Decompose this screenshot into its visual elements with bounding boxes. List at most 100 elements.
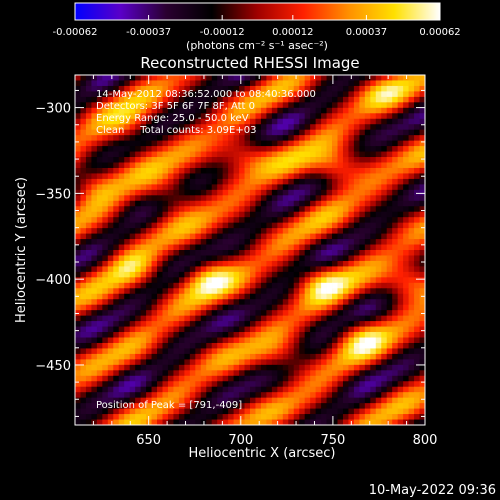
heatmap-cell: [364, 321, 371, 327]
heatmap-cell: [189, 195, 196, 202]
heatmap-cell: [304, 277, 311, 284]
heatmap-cell: [255, 266, 262, 273]
heatmap-cell: [244, 146, 251, 152]
heatmap-cell: [337, 255, 344, 262]
heatmap-cell: [419, 244, 426, 251]
heatmap-cell: [118, 173, 125, 180]
heatmap-cell: [386, 271, 393, 278]
heatmap-cell: [288, 178, 295, 185]
heatmap-cell: [299, 271, 306, 278]
heatmap-cell: [173, 288, 180, 295]
heatmap-cell: [244, 157, 251, 163]
heatmap-cell: [255, 222, 262, 229]
heatmap-cell: [288, 189, 295, 196]
heatmap-cell: [102, 288, 109, 295]
heatmap-cell: [288, 386, 295, 393]
heatmap-cell: [392, 250, 399, 256]
heatmap-cell: [321, 129, 327, 136]
heatmap-cell: [222, 408, 229, 415]
heatmap-cell: [392, 408, 399, 415]
heatmap-cell: [332, 414, 338, 420]
heatmap-cell: [375, 239, 382, 245]
heatmap-cell: [392, 414, 399, 420]
heatmap-cell: [146, 91, 152, 98]
heatmap-cell: [408, 80, 415, 87]
heatmap-cell: [332, 337, 338, 344]
heatmap-cell: [293, 255, 300, 262]
colorbar-tick-label: -0.00037: [126, 27, 171, 38]
heatmap-cell: [282, 184, 289, 191]
heatmap-cell: [397, 348, 404, 355]
heatmap-cell: [260, 157, 267, 163]
heatmap-cell: [414, 348, 420, 355]
heatmap-cell: [342, 381, 349, 388]
heatmap-cell: [304, 157, 311, 163]
heatmap-cell: [184, 146, 191, 152]
heatmap-cell: [200, 206, 207, 213]
heatmap-cell: [184, 353, 191, 360]
heatmap-cell: [348, 386, 355, 393]
heatmap-cell: [96, 408, 103, 415]
heatmap-cell: [414, 124, 420, 131]
heatmap-cell: [260, 184, 267, 191]
heatmap-cell: [288, 370, 295, 377]
heatmap-cell: [96, 91, 103, 98]
heatmap-cell: [233, 370, 240, 377]
heatmap-cell: [200, 277, 207, 284]
heatmap-cell: [315, 386, 322, 393]
heatmap-cell: [228, 260, 234, 267]
heatmap-cell: [326, 304, 333, 311]
heatmap-cell: [255, 80, 262, 87]
heatmap-cell: [217, 370, 224, 377]
heatmap-cell: [255, 200, 262, 207]
heatmap-cell: [146, 189, 152, 196]
heatmap-cell: [277, 293, 284, 300]
heatmap-cell: [135, 124, 142, 131]
heatmap-cell: [228, 113, 234, 120]
heatmap-cell: [266, 206, 273, 213]
heatmap-cell: [107, 135, 114, 142]
heatmap-cell: [255, 167, 262, 174]
heatmap-cell: [359, 375, 366, 382]
heatmap-cell: [113, 96, 120, 103]
heatmap-cell: [233, 85, 240, 92]
heatmap-cell: [337, 113, 344, 120]
heatmap-cell: [375, 85, 382, 92]
heatmap-cell: [233, 375, 240, 382]
heatmap-cell: [107, 266, 114, 273]
heatmap-cell: [282, 91, 289, 98]
heatmap-cell: [211, 200, 218, 207]
heatmap-cell: [222, 239, 229, 245]
heatmap-cell: [233, 266, 240, 273]
heatmap-cell: [200, 370, 207, 377]
heatmap-cell: [135, 184, 142, 191]
heatmap-cell: [162, 381, 169, 388]
heatmap-cell: [304, 178, 311, 185]
heatmap-cell: [288, 85, 295, 92]
heatmap-cell: [414, 386, 420, 393]
heatmap-cell: [173, 315, 180, 322]
heatmap-cell: [392, 113, 399, 120]
heatmap-cell: [348, 332, 355, 338]
heatmap-cell: [80, 381, 87, 388]
heatmap-cell: [386, 151, 393, 158]
heatmap-cell: [140, 337, 147, 344]
heatmap-cell: [167, 332, 174, 338]
heatmap-cell: [370, 288, 377, 295]
heatmap-cell: [337, 277, 344, 284]
heatmap-cell: [146, 206, 152, 213]
heatmap-cell: [266, 288, 273, 295]
heatmap-cell: [206, 403, 213, 409]
heatmap-cell: [206, 189, 213, 196]
heatmap-cell: [85, 129, 92, 136]
heatmap-cell: [129, 151, 136, 158]
heatmap-cell: [96, 277, 103, 284]
heatmap-cell: [239, 250, 245, 256]
heatmap-cell: [304, 332, 311, 338]
heatmap-cell: [140, 113, 147, 120]
heatmap-cell: [386, 375, 393, 382]
heatmap-cell: [189, 222, 196, 229]
heatmap-cell: [375, 337, 382, 344]
heatmap-cell: [326, 348, 333, 355]
heatmap-cell: [151, 124, 158, 131]
